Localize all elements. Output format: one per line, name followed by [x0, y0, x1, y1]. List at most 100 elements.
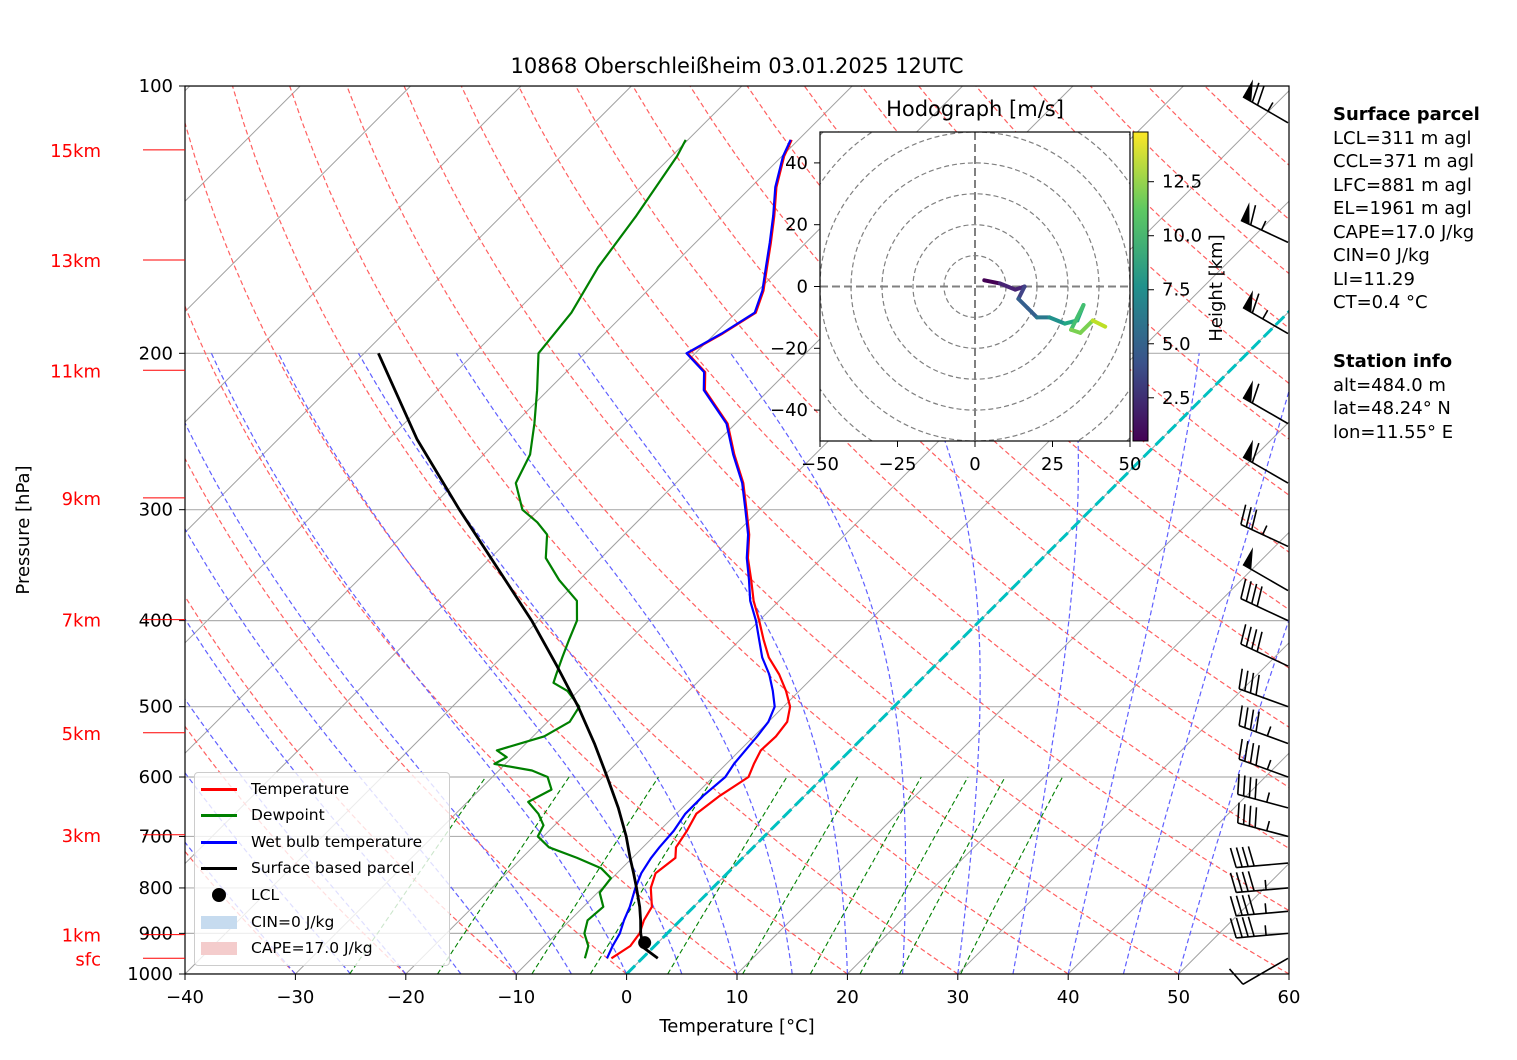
y-tick-label: 700	[139, 826, 173, 847]
y-axis-label: Pressure [hPa]	[13, 465, 34, 594]
hodograph-y-label: −20	[770, 338, 808, 359]
barb-half-feather	[1264, 879, 1267, 890]
barb-feather	[1243, 740, 1249, 762]
barb-feather	[1248, 805, 1252, 827]
moist-adiabat	[210, 353, 628, 974]
hodograph-segment	[1016, 284, 1027, 301]
hodograph-axes: −50 −25 0 25 50 40 20 0 −20 −40	[770, 153, 1141, 475]
barb-half-feather	[1266, 759, 1272, 770]
barb-half-feather	[1266, 726, 1272, 737]
hodograph-y-label: 20	[785, 215, 808, 236]
isotherm-line	[185, 86, 853, 754]
barb-feather	[1256, 631, 1263, 652]
barb-staff	[1242, 456, 1289, 484]
height-label: 9km	[62, 489, 101, 510]
legend: Temperature Dewpoint Wet bulb temperatur…	[194, 772, 450, 966]
barb-feather	[1250, 583, 1258, 604]
barb-staff	[1240, 219, 1289, 244]
wind-barb	[1240, 624, 1289, 667]
x-tick-label: 40	[1057, 987, 1080, 1008]
x-tick-label: −40	[166, 987, 204, 1008]
barb-staff	[1238, 724, 1289, 745]
barb-feather	[1254, 778, 1258, 800]
barb-feather	[1240, 504, 1247, 525]
hodograph-segment	[1090, 318, 1108, 329]
dry-adiabat	[185, 120, 848, 974]
barb-half-feather	[1264, 925, 1267, 936]
y-tick-label: 1000	[127, 964, 173, 985]
legend-label: Wet bulb temperature	[251, 833, 423, 851]
x-tick-label: 20	[836, 987, 859, 1008]
wind-barb	[1238, 738, 1289, 778]
wind-barb	[1228, 957, 1289, 985]
hodograph-grid	[820, 132, 1130, 441]
barb-staff	[1238, 758, 1289, 778]
barb-feather	[1251, 293, 1260, 314]
barb-staff	[1242, 957, 1289, 985]
x-tick-label: 30	[946, 987, 969, 1008]
hodograph-x-label: −50	[801, 454, 839, 475]
hodograph-segment	[1016, 296, 1030, 311]
legend-swatch	[201, 916, 237, 929]
height-label: 5km	[62, 724, 101, 745]
lon-value: lon=11.55° E	[1333, 421, 1454, 443]
legend-item-cin: CIN=0 J/kg	[195, 910, 449, 934]
x-axis-label: Temperature [°C]	[658, 1016, 814, 1037]
barb-feather	[1247, 871, 1255, 892]
barb-pennant	[1240, 202, 1250, 225]
barb-feather	[1242, 775, 1246, 797]
barb-feather	[1248, 777, 1252, 798]
isotherm-line	[515, 200, 1289, 974]
mixing-ratio-line	[667, 776, 788, 974]
hodograph-segment	[1078, 318, 1095, 335]
barb-feather	[1238, 668, 1244, 690]
hodograph-y-label: 40	[785, 153, 808, 174]
y-tick-label: 900	[139, 923, 173, 944]
barb-feather	[1243, 670, 1249, 692]
y-tick-label: 400	[139, 611, 173, 632]
wind-barb	[1229, 894, 1289, 917]
y-tick-label: 500	[139, 697, 173, 718]
wind-barb	[1229, 846, 1289, 869]
legend-swatch	[201, 841, 237, 844]
station-info-panel: Station info alt=484.0 m lat=48.24° N lo…	[1333, 350, 1453, 444]
barb-half-feather	[1264, 903, 1267, 914]
legend-label: CIN=0 J/kg	[251, 913, 335, 931]
legend-label: Dewpoint	[251, 806, 325, 824]
legend-label: CAPE=17.0 J/kg	[251, 939, 373, 957]
dry-adiabat	[346, 86, 1179, 974]
wind-barb	[1236, 774, 1289, 809]
y-tick-label: 300	[139, 500, 173, 521]
legend-item-parcel: Surface based parcel	[195, 856, 449, 880]
height-label: 13km	[50, 251, 101, 272]
barb-feather	[1251, 442, 1260, 463]
isotherm-line	[847, 531, 1289, 974]
barb-feather	[1245, 581, 1252, 602]
barb-feather	[1249, 672, 1255, 694]
y-tick-label: 800	[139, 878, 173, 899]
barb-feather	[1242, 804, 1246, 825]
barb-feather	[1235, 917, 1243, 938]
moist-adiabat	[185, 421, 572, 974]
legend-swatch	[201, 788, 237, 791]
barb-staff	[1236, 887, 1289, 894]
mixing-ratio-line	[531, 776, 659, 974]
barb-feather	[1245, 626, 1252, 647]
barb-feather	[1256, 85, 1265, 106]
height-label: 3km	[62, 826, 101, 847]
isotherm-line	[185, 86, 632, 534]
hodograph-x-label: 25	[1041, 454, 1064, 475]
barb-feather	[1235, 847, 1243, 868]
barb-half-feather	[1265, 792, 1271, 803]
barb-feather	[1238, 705, 1244, 726]
legend-item-temperature: Temperature	[195, 777, 449, 801]
barb-feather	[1229, 847, 1237, 868]
chart-title: 10868 Oberschleißheim 03.01.2025 12UTC	[511, 54, 964, 78]
legend-item-lcl: LCL	[195, 883, 449, 907]
hodograph-segment	[997, 281, 1018, 292]
hodograph-x-label: −25	[879, 454, 917, 475]
y-tick-label: 200	[139, 343, 173, 364]
moist-adiabat	[905, 353, 981, 974]
isotherm-line	[957, 642, 1289, 974]
height-label: 7km	[62, 611, 101, 632]
